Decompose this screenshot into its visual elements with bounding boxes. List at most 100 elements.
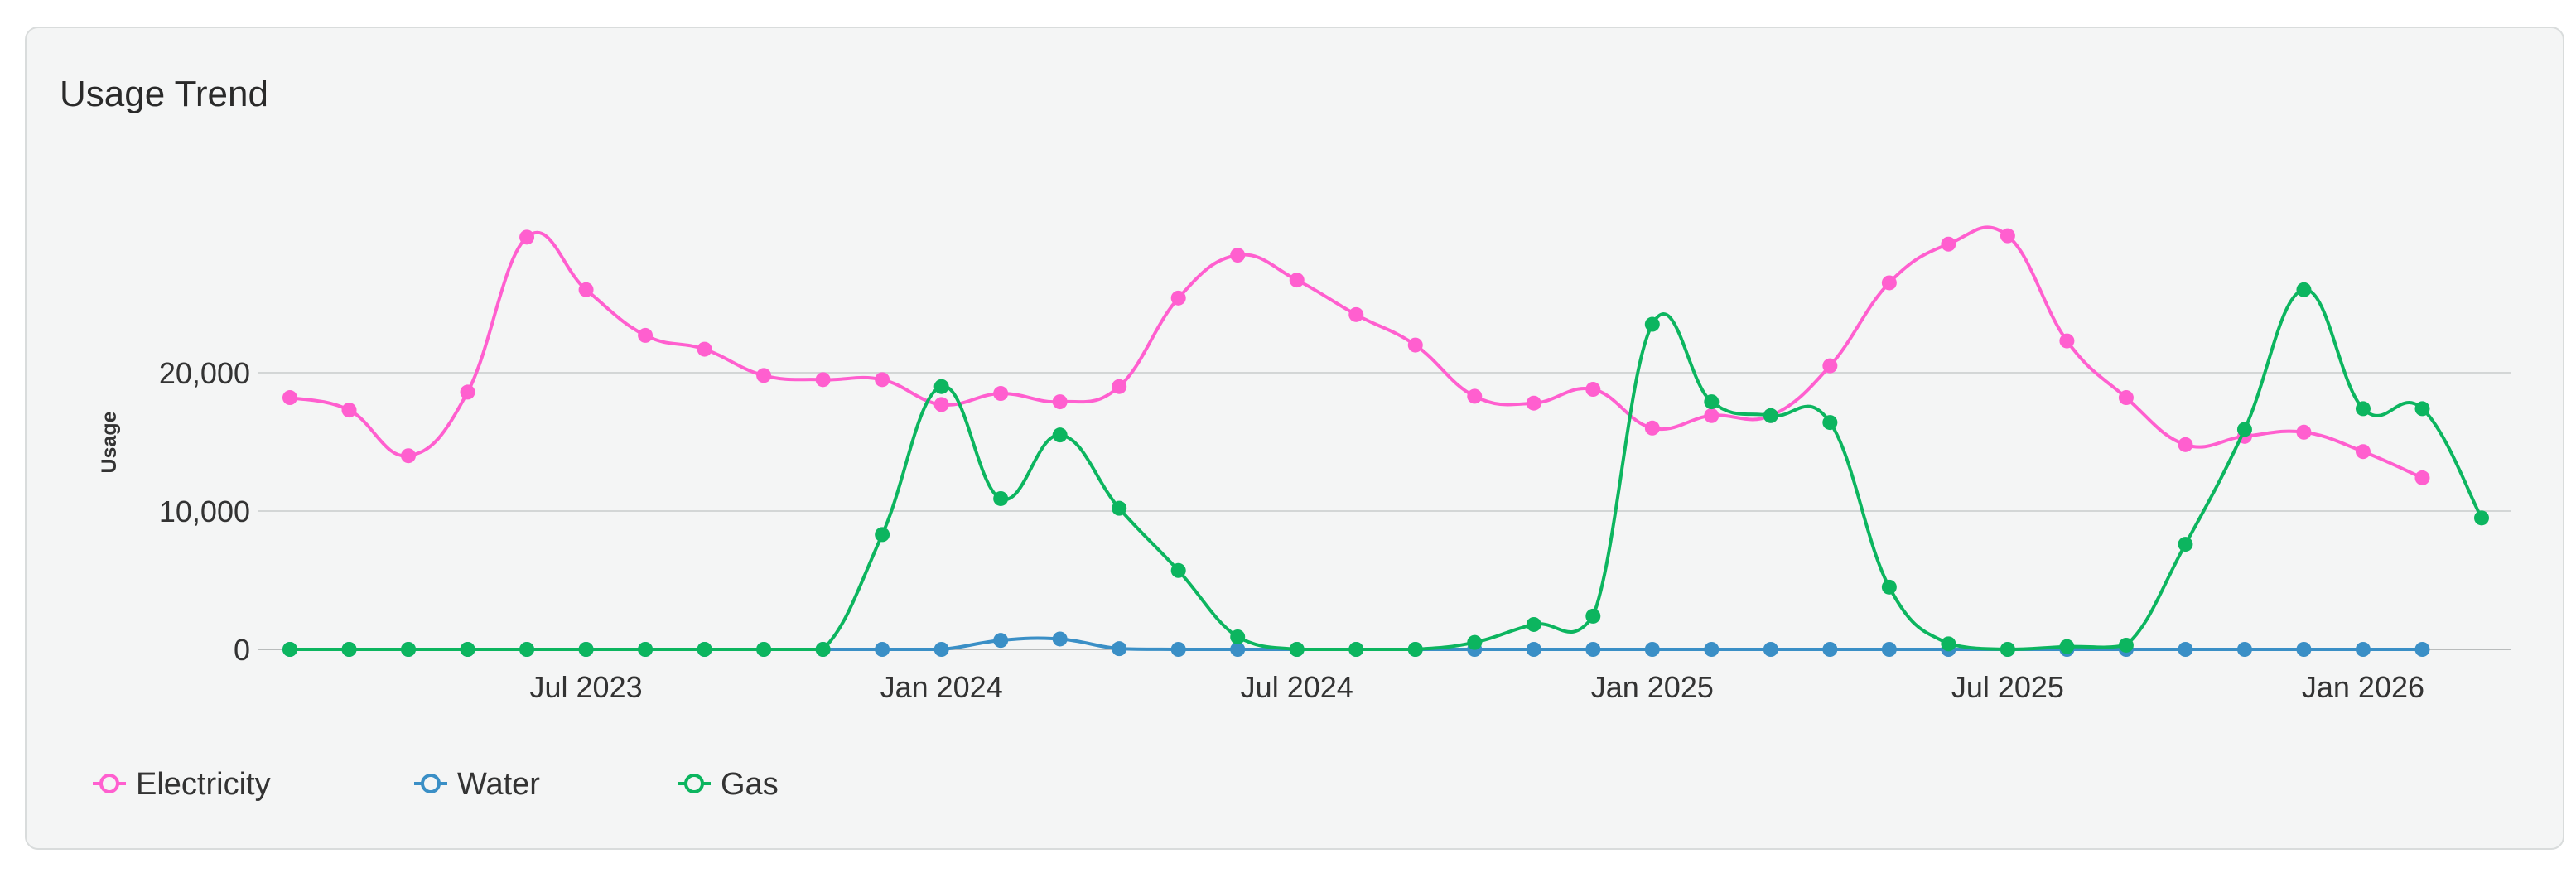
gas-point[interactable] <box>460 642 475 657</box>
water-point[interactable] <box>1704 642 1720 657</box>
electricity-point[interactable] <box>1407 337 1423 353</box>
gas-point[interactable] <box>1170 562 1186 578</box>
electricity-point[interactable] <box>993 386 1009 402</box>
electricity-point[interactable] <box>1348 306 1364 322</box>
electricity-point[interactable] <box>2118 390 2134 406</box>
gas-point[interactable] <box>1230 629 1246 644</box>
electricity-point[interactable] <box>1170 290 1186 306</box>
electricity-point[interactable] <box>1230 248 1246 263</box>
water-point[interactable] <box>2236 642 2252 657</box>
gas-point[interactable] <box>1881 579 1897 595</box>
electricity-point[interactable] <box>2414 470 2430 485</box>
electricity-point[interactable] <box>638 327 654 343</box>
water-point[interactable] <box>1112 641 1127 657</box>
electricity-point[interactable] <box>1289 273 1305 288</box>
gas-point[interactable] <box>815 642 831 657</box>
water-point[interactable] <box>1763 642 1778 657</box>
gas-point[interactable] <box>933 379 949 394</box>
electricity-point[interactable] <box>519 229 535 245</box>
gas-point[interactable] <box>1112 500 1127 516</box>
water-point[interactable] <box>2414 642 2430 657</box>
water-point[interactable] <box>875 642 890 657</box>
gas-point[interactable] <box>2355 401 2371 417</box>
water-point[interactable] <box>993 633 1009 649</box>
gas-point[interactable] <box>1822 415 1838 431</box>
electricity-point[interactable] <box>697 341 712 357</box>
gas-point[interactable] <box>1585 608 1601 624</box>
gas-point[interactable] <box>2414 401 2430 417</box>
legend-item-electricity[interactable]: Electricity <box>93 767 271 802</box>
gas-point[interactable] <box>2000 642 2015 657</box>
water-point[interactable] <box>1526 642 1541 657</box>
gas-point[interactable] <box>875 527 890 543</box>
x-tick-label: Jul 2023 <box>530 670 643 704</box>
electricity-point[interactable] <box>2059 333 2075 349</box>
electricity-point[interactable] <box>578 282 594 297</box>
electricity-point[interactable] <box>1585 382 1601 398</box>
gas-point[interactable] <box>1644 316 1660 332</box>
gas-point[interactable] <box>697 642 712 657</box>
electricity-point[interactable] <box>1881 275 1897 291</box>
gas-point[interactable] <box>993 490 1009 506</box>
water-point[interactable] <box>1881 642 1897 657</box>
electricity-point[interactable] <box>1112 379 1127 394</box>
gas-point[interactable] <box>1704 394 1720 410</box>
water-point[interactable] <box>1170 642 1186 657</box>
gas-point[interactable] <box>1526 616 1541 632</box>
electricity-point[interactable] <box>1704 408 1720 423</box>
gas-point[interactable] <box>1348 642 1364 657</box>
electricity-point[interactable] <box>2355 444 2371 460</box>
gas-point[interactable] <box>1289 642 1305 657</box>
gas-point[interactable] <box>401 642 417 657</box>
gas-point[interactable] <box>1467 634 1483 650</box>
electricity-point[interactable] <box>875 372 890 388</box>
gas-point[interactable] <box>282 642 297 657</box>
electricity-point[interactable] <box>341 403 357 418</box>
water-point[interactable] <box>1822 642 1838 657</box>
water-point[interactable] <box>2355 642 2371 657</box>
gas-point[interactable] <box>1052 427 1068 443</box>
electricity-point[interactable] <box>815 372 831 388</box>
gas-point[interactable] <box>2296 282 2312 297</box>
gas-point[interactable] <box>2118 637 2134 653</box>
electricity-point[interactable] <box>401 448 417 464</box>
electricity-point[interactable] <box>2178 436 2193 452</box>
gas-point[interactable] <box>638 642 654 657</box>
electricity-point[interactable] <box>282 390 297 406</box>
legend-item-gas[interactable]: Gas <box>678 767 779 802</box>
electricity-point[interactable] <box>1822 358 1838 374</box>
gas-point[interactable] <box>519 642 535 657</box>
gas-point[interactable] <box>341 642 357 657</box>
water-point[interactable] <box>1230 642 1246 657</box>
water-point[interactable] <box>1052 631 1068 647</box>
gas-point[interactable] <box>578 642 594 657</box>
gas-point[interactable] <box>756 642 772 657</box>
legend-swatch-marker <box>99 774 119 793</box>
gas-point[interactable] <box>1941 636 1956 652</box>
gas-point[interactable] <box>2059 639 2075 654</box>
electricity-point[interactable] <box>756 368 772 383</box>
electricity-point[interactable] <box>1644 420 1660 436</box>
electricity-point[interactable] <box>2000 228 2015 244</box>
water-point[interactable] <box>2178 642 2193 657</box>
gas-point[interactable] <box>2236 422 2252 437</box>
electricity-point[interactable] <box>460 384 475 400</box>
water-point[interactable] <box>2296 642 2312 657</box>
water-point[interactable] <box>1644 642 1660 657</box>
legend-item-water[interactable]: Water <box>414 767 540 802</box>
electricity-point[interactable] <box>933 397 949 412</box>
electricity-point[interactable] <box>2296 424 2312 440</box>
legend-swatch-marker <box>421 774 441 793</box>
gas-point[interactable] <box>1763 408 1778 423</box>
water-point[interactable] <box>933 642 949 657</box>
x-tick-label: Jul 2024 <box>1241 670 1353 704</box>
gas-point[interactable] <box>1407 642 1423 657</box>
water-point[interactable] <box>1585 642 1601 657</box>
electricity-point[interactable] <box>1526 395 1541 411</box>
electricity-point[interactable] <box>1467 388 1483 404</box>
electricity-point[interactable] <box>1052 394 1068 410</box>
y-axis-label: Usage <box>98 411 121 473</box>
gas-point[interactable] <box>2474 510 2489 526</box>
gas-point[interactable] <box>2178 537 2193 552</box>
electricity-point[interactable] <box>1941 236 1956 252</box>
